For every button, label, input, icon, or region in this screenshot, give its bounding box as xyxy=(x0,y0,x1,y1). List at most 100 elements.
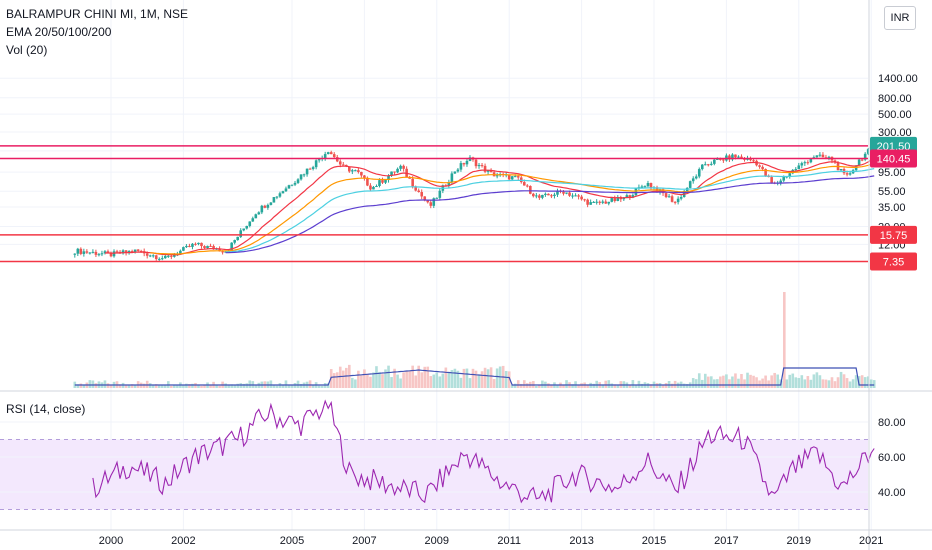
volume-bar xyxy=(173,385,176,388)
volume-bar xyxy=(610,383,614,388)
volume-bar xyxy=(773,372,776,388)
candle-body xyxy=(604,201,608,204)
candle-body xyxy=(459,163,463,170)
price-axis[interactable]: 1400.00800.00500.00300.00175.0095.0055.0… xyxy=(878,73,918,251)
candle-body xyxy=(634,188,638,196)
volume-bar xyxy=(785,379,789,388)
rsi-legend[interactable]: RSI (14, close) xyxy=(6,402,86,416)
volume-bar xyxy=(354,379,357,388)
candle-body xyxy=(290,184,294,186)
candle-body xyxy=(402,165,405,169)
candle-body xyxy=(839,169,843,171)
candle-body xyxy=(489,170,493,173)
candle-body xyxy=(200,242,203,247)
candle-body xyxy=(314,160,318,168)
volume-bar xyxy=(447,371,451,388)
candle-body xyxy=(616,197,620,201)
candle-body xyxy=(323,154,327,159)
volume-bar xyxy=(426,366,430,388)
candle-body xyxy=(495,175,499,177)
volume-bar xyxy=(157,384,161,388)
candle-body xyxy=(272,197,276,203)
volume-bar xyxy=(432,374,436,388)
volume-bar xyxy=(182,384,185,388)
candle-body xyxy=(230,242,233,251)
volume-bar xyxy=(851,379,855,388)
candle-body xyxy=(510,176,514,180)
volume-bar xyxy=(854,375,858,388)
volume-bar xyxy=(703,373,707,388)
volume-bar xyxy=(836,377,840,388)
candle-body xyxy=(703,164,707,166)
volume-bar xyxy=(516,380,520,388)
candle-body xyxy=(758,165,761,167)
volume-bar xyxy=(203,384,206,388)
volume-bar xyxy=(242,383,246,388)
candle-body xyxy=(601,201,605,203)
candle-body xyxy=(770,177,773,183)
candle-body xyxy=(94,251,98,255)
candle-body xyxy=(127,251,131,253)
candle-body xyxy=(106,251,110,253)
volume-bar xyxy=(761,378,764,388)
candle-body xyxy=(203,246,206,249)
volume-bar xyxy=(734,373,737,388)
horizontal-levels[interactable] xyxy=(0,145,868,263)
candle-body xyxy=(154,255,158,260)
symbol-legend[interactable]: BALRAMPUR CHINI MI, 1M, NSE xyxy=(6,7,189,21)
candle-body xyxy=(381,180,384,183)
candle-body xyxy=(85,251,89,253)
candle-body xyxy=(248,221,252,226)
candle-body xyxy=(160,258,164,260)
candle-body xyxy=(112,251,116,257)
volume-bar xyxy=(716,379,719,388)
candle-body xyxy=(218,248,221,252)
candle-body xyxy=(197,242,200,245)
volume-bar xyxy=(824,379,828,388)
volume-bar xyxy=(233,385,236,388)
candle-body xyxy=(145,253,149,256)
volume-bar xyxy=(607,380,611,388)
candle-body xyxy=(242,228,246,231)
currency-button[interactable]: INR xyxy=(884,6,916,30)
candle-body xyxy=(586,199,589,205)
volume-bar xyxy=(791,373,795,388)
candle-body xyxy=(338,161,342,165)
candle-body xyxy=(658,189,662,193)
candle-body xyxy=(664,193,668,197)
candle-body xyxy=(429,202,433,206)
candle-body xyxy=(378,180,381,187)
candle-body xyxy=(595,201,598,203)
candle-body xyxy=(308,168,312,170)
candle-body xyxy=(824,157,828,159)
volume-bar xyxy=(417,365,420,388)
candle-body xyxy=(133,249,137,253)
rsi-axis[interactable]: 80.00 60.00 40.00 xyxy=(878,417,906,499)
volume-bar xyxy=(616,384,620,388)
candle-body xyxy=(148,255,152,257)
ema-line-100 xyxy=(225,168,875,253)
volume-bar xyxy=(248,380,252,388)
volume-bar xyxy=(320,385,324,388)
time-axis[interactable]: 2000 2002 2005 2007 2009 2011 2013 2015 2017 2019… xyxy=(99,535,884,547)
volume-bar xyxy=(441,373,445,388)
ema-legend[interactable]: EMA 20/50/100/200 xyxy=(6,25,112,39)
volume-bar xyxy=(215,384,218,388)
volume-bar xyxy=(275,385,279,388)
volume-bar xyxy=(592,383,595,388)
volume-bar xyxy=(809,379,813,388)
volume-bar xyxy=(332,373,336,388)
time-tick-label: 2013 xyxy=(569,535,593,547)
volume-legend[interactable]: Vol (20) xyxy=(6,43,48,57)
volume-bar xyxy=(176,385,179,388)
ema-line-200 xyxy=(225,175,875,254)
volume-spike-bar xyxy=(783,292,786,388)
volume-bar xyxy=(411,365,414,388)
volume-bar xyxy=(369,376,372,388)
candle-body xyxy=(354,170,357,172)
candle-body xyxy=(568,192,571,196)
volume-bar xyxy=(722,375,725,388)
candle-body xyxy=(103,251,107,254)
candle-body xyxy=(260,205,264,213)
